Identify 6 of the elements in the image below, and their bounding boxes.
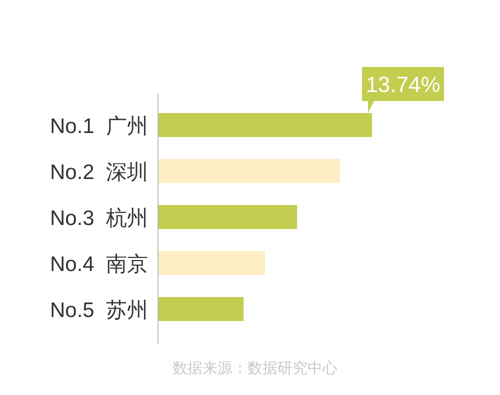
y-tick-label: No.2 深圳	[50, 161, 148, 184]
y-tick-label: No.5 苏州	[50, 299, 148, 322]
y-tick-label: No.3 杭州	[50, 207, 148, 230]
y-tick-label: No.1 广州	[50, 115, 148, 138]
annotation: 13.74%	[366, 72, 440, 97]
y-tick-label: No.4 南京	[50, 253, 148, 276]
